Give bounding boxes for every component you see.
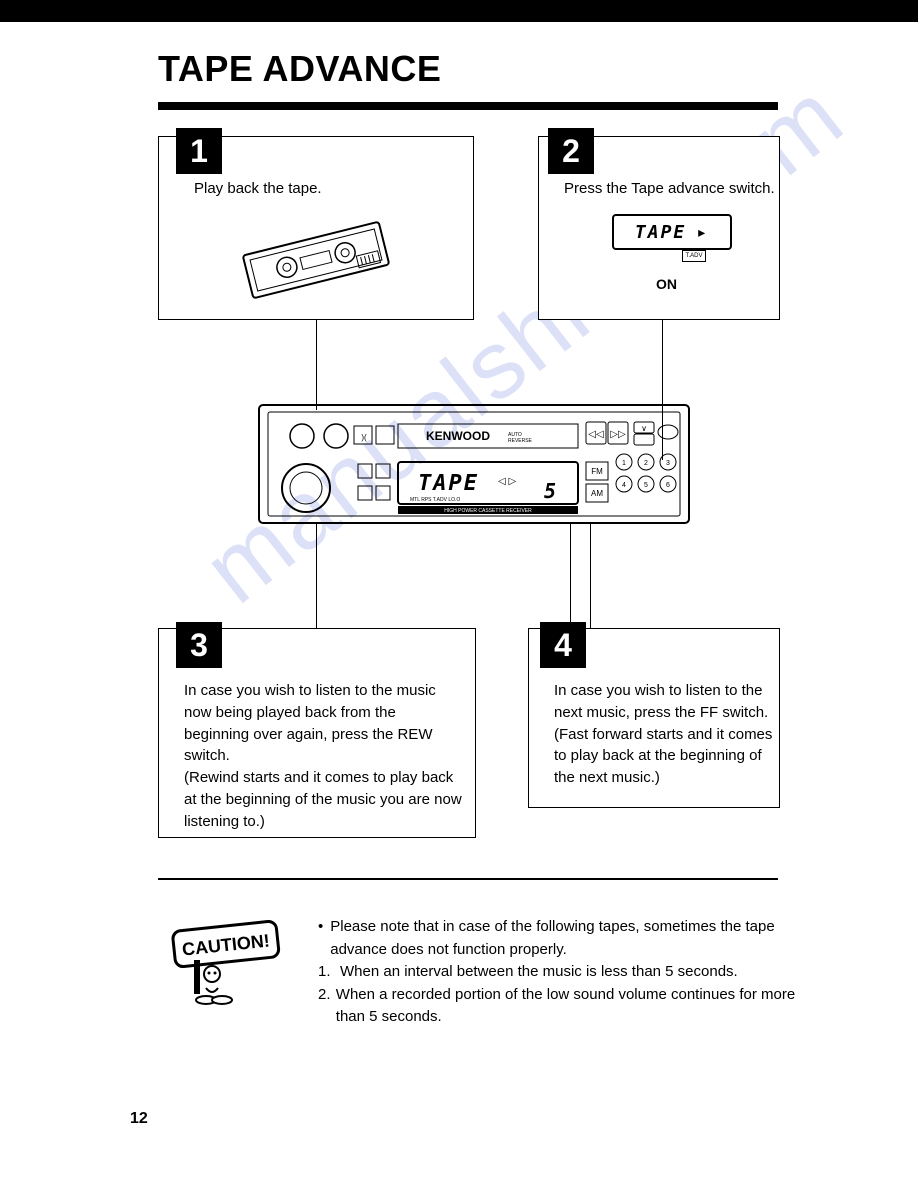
bullet-icon: • [318,916,330,961]
connector-line [570,524,571,628]
title-underline [158,102,778,110]
caution-sign-icon: CAUTION! [156,916,298,1029]
step-4-text: In case you wish to listen to the next m… [554,680,774,789]
tadv-badge: T.ADV [682,250,706,262]
section-divider [158,878,778,880]
svg-text:4: 4 [622,482,626,489]
svg-text:5: 5 [544,479,556,503]
svg-text:TAPE: TAPE [418,471,479,496]
svg-text:1: 1 [622,460,626,467]
svg-text:◁◁: ◁◁ [588,429,604,440]
cassette-tape-icon [216,210,416,310]
svg-text:◁ ▷: ◁ ▷ [498,476,516,487]
caution-item-1: When an interval between the music is le… [340,961,738,984]
connector-line [316,320,317,410]
svg-text:REVERSE: REVERSE [508,438,533,444]
step-3-number: 3 [176,622,222,668]
svg-text:FM: FM [591,467,603,476]
caution-block: CAUTION! • Please note that in case of t… [156,916,796,1029]
step-3-text: In case you wish to listen to the music … [184,680,464,832]
connector-line [316,524,317,628]
svg-text:3: 3 [666,460,670,467]
connector-line [590,524,591,628]
page-number: 12 [130,1110,148,1128]
step-2-text: Press the Tape advance switch. [564,178,775,200]
svg-text:5: 5 [644,482,648,489]
on-label: ON [656,276,677,292]
brand-label: KENWOOD [426,429,490,443]
mini-lcd-text: TAPE [635,222,686,243]
play-arrow-icon: ▸ [696,222,709,243]
mini-lcd-display: TAPE ▸ [612,214,732,250]
caution-intro: Please note that in case of the followin… [330,916,796,961]
caution-item-2: When a recorded portion of the low sound… [336,984,796,1029]
svg-text:▷▷: ▷▷ [610,429,626,440]
svg-text:∨: ∨ [641,424,647,433]
page-title: TAPE ADVANCE [158,48,441,90]
svg-text:6: 6 [666,482,670,489]
svg-text:AM: AM [591,489,603,498]
list-number: 1. [318,961,340,984]
step-2-number: 2 [548,128,594,174]
car-stereo-device-icon: )( KENWOOD AUTO REVERSE TAPE ◁ ▷ 5 MTL R… [258,404,690,524]
svg-text:MTL RPS T.ADV LO.O: MTL RPS T.ADV LO.O [410,497,460,503]
list-number: 2. [318,984,336,1029]
step-1-text: Play back the tape. [194,178,322,200]
caution-text: • Please note that in case of the follow… [298,916,796,1029]
top-black-bar [0,0,918,22]
svg-text:2: 2 [644,460,648,467]
svg-text:)(: )( [361,433,367,442]
svg-text:HIGH POWER CASSETTE RECEIVER: HIGH POWER CASSETTE RECEIVER [444,508,532,514]
step-4-number: 4 [540,622,586,668]
step-1-number: 1 [176,128,222,174]
